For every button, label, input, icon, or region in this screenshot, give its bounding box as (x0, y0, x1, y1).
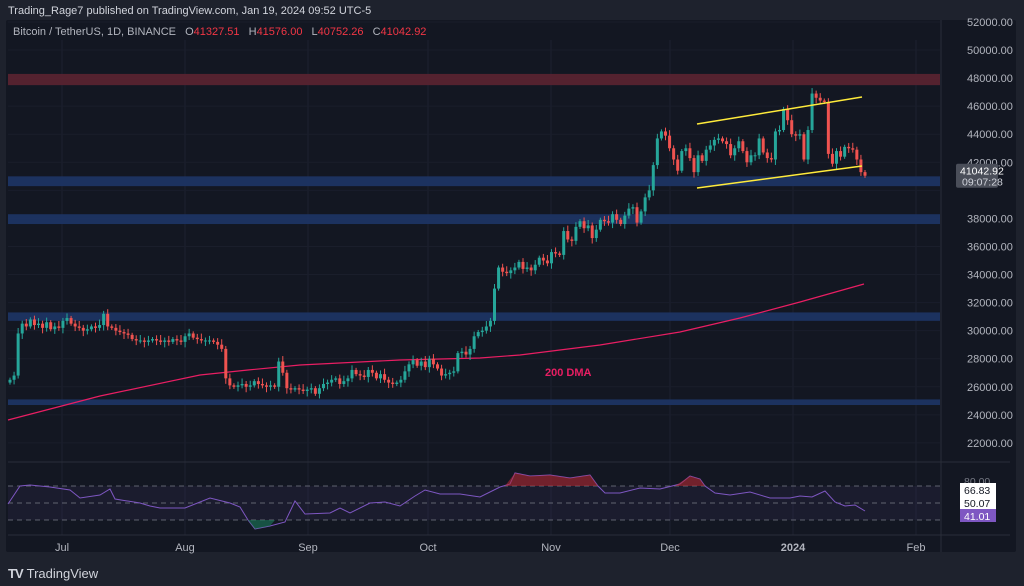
svg-text:28000.00: 28000.00 (967, 354, 1013, 366)
tradingview-logo-icon: TV (8, 566, 24, 581)
dma-label: 200 DMA (545, 367, 592, 379)
ohlc-legend: Bitcoin / TetherUS, 1D, BINANCE O41327.5… (13, 26, 427, 38)
svg-text:66.83: 66.83 (964, 485, 990, 497)
grid-lines (8, 21, 940, 535)
svg-text:34000.00: 34000.00 (967, 270, 1013, 282)
svg-text:52000.00: 52000.00 (967, 17, 1013, 29)
svg-text:36000.00: 36000.00 (967, 241, 1013, 253)
svg-text:09:07:28: 09:07:28 (962, 177, 1003, 189)
svg-text:Dec: Dec (660, 542, 680, 554)
ascending-channel (696, 96, 863, 189)
close-value: 41042.92 (380, 26, 427, 38)
candlesticks (8, 88, 867, 399)
high-value: 41576.00 (256, 26, 303, 38)
svg-text:Sep: Sep (298, 542, 318, 554)
svg-text:Jul: Jul (55, 542, 69, 554)
footer (0, 558, 1024, 586)
svg-text:41042.92: 41042.92 (960, 166, 1004, 178)
svg-text:50.07: 50.07 (964, 498, 990, 510)
svg-text:38000.00: 38000.00 (967, 213, 1013, 225)
svg-text:Nov: Nov (541, 542, 561, 554)
svg-text:Feb: Feb (907, 542, 926, 554)
publish-info: Trading_Rage7 published on TradingView.c… (8, 5, 372, 17)
low-value: 40752.26 (317, 26, 364, 38)
sr-zones (8, 73, 940, 406)
svg-text:41.01: 41.01 (964, 511, 990, 523)
dma-200-line (7, 283, 865, 421)
chart-frame (6, 20, 1016, 552)
svg-text:Aug: Aug (175, 542, 195, 554)
symbol-label: Bitcoin / TetherUS, 1D, BINANCE (13, 26, 177, 38)
svg-text:2024: 2024 (781, 542, 806, 554)
time-axis[interactable]: Jul Aug Sep Oct Nov Dec 2024 Feb (8, 534, 1010, 554)
svg-text:48000.00: 48000.00 (967, 73, 1013, 85)
svg-text:46000.00: 46000.00 (967, 101, 1013, 113)
open-value: 41327.51 (193, 26, 240, 38)
svg-text:30000.00: 30000.00 (967, 326, 1013, 338)
svg-text:Oct: Oct (419, 542, 436, 554)
svg-text:22000.00: 22000.00 (967, 438, 1013, 450)
svg-text:44000.00: 44000.00 (967, 129, 1013, 141)
svg-text:32000.00: 32000.00 (967, 298, 1013, 310)
svg-text:50000.00: 50000.00 (967, 45, 1013, 57)
svg-text:24000.00: 24000.00 (967, 410, 1013, 422)
svg-text:200 DMA: 200 DMA (545, 367, 592, 379)
tradingview-brand[interactable]: TV TradingView (8, 566, 99, 581)
price-axis[interactable]: 52000.00 50000.00 48000.00 46000.00 44000.00… (940, 17, 1013, 552)
svg-text:26000.00: 26000.00 (967, 382, 1013, 394)
